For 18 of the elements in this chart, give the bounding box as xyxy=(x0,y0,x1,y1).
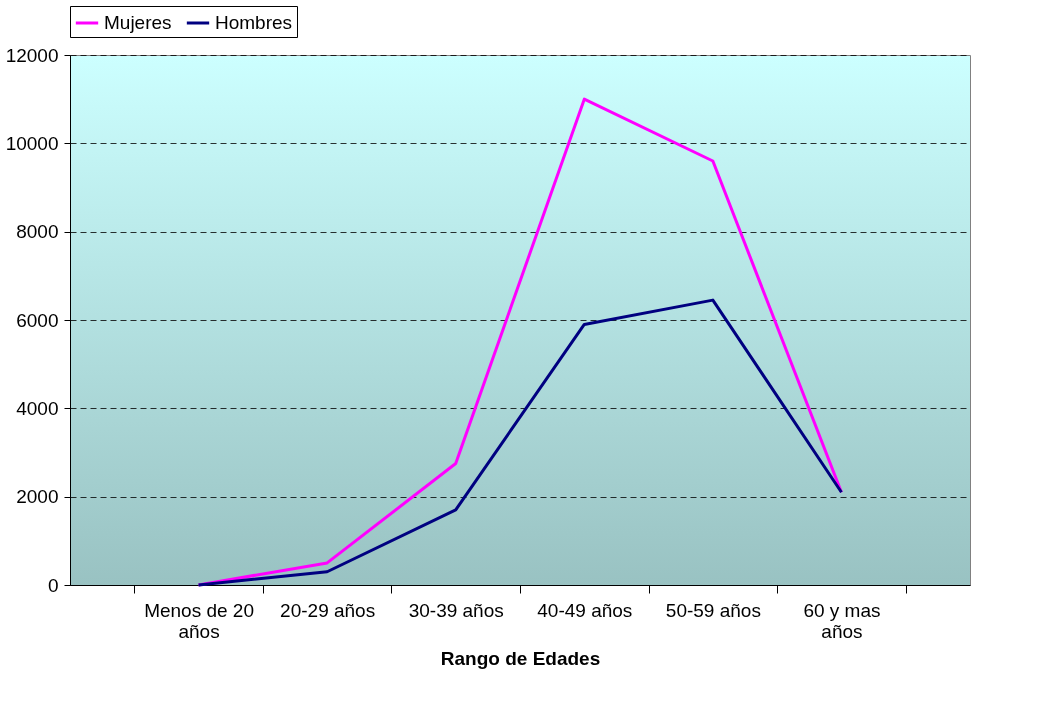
legend-label: Mujeres xyxy=(104,12,172,33)
x-axis-title: Rango de Edades xyxy=(440,647,601,669)
line-series xyxy=(197,298,843,587)
x-tick-label: 50-59 años xyxy=(665,599,761,621)
x-tick-label: 20-29 años xyxy=(280,599,376,621)
line-series xyxy=(197,97,843,587)
y-tick-label: 2000 xyxy=(16,486,59,508)
y-tick-label: 4000 xyxy=(16,397,59,419)
y-tick-label: 12000 xyxy=(5,44,59,66)
y-tick-label: 6000 xyxy=(16,309,59,331)
x-tick-label: 40-49 años xyxy=(537,599,633,621)
y-tick-label: 10000 xyxy=(5,132,59,154)
x-tick-label: Menos de 20 años xyxy=(144,599,254,642)
y-tick-label: 0 xyxy=(47,574,59,596)
y-tick-label: 8000 xyxy=(16,221,59,243)
legend-label: Hombres xyxy=(215,12,293,33)
x-tick-label: 30-39 años xyxy=(408,599,504,621)
x-tick-label: 60 y mas años xyxy=(803,599,881,642)
